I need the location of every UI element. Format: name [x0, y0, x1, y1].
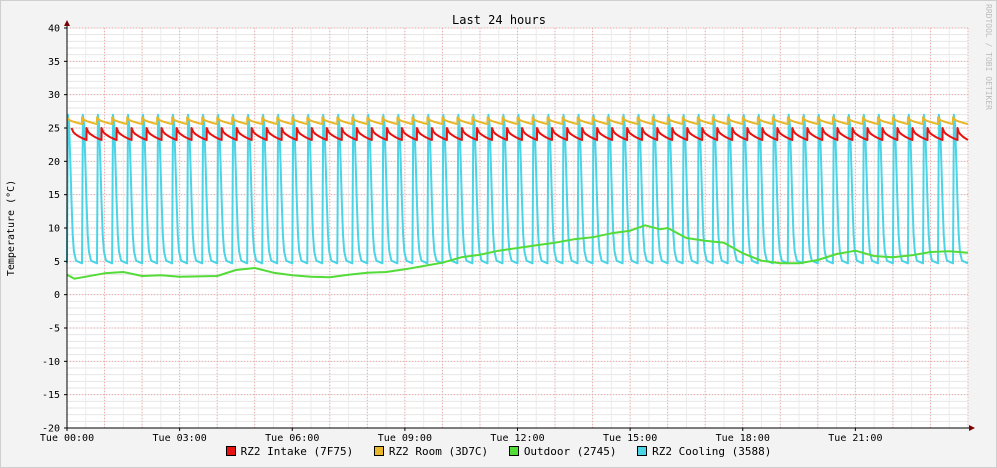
y-tick-label: 25	[48, 124, 60, 135]
legend-swatch-cooling	[637, 446, 648, 456]
legend-item-intake: RZ2 Intake (7F75)	[225, 445, 354, 458]
y-tick-label: -10	[42, 357, 60, 368]
x-tick-label: Tue 18:00	[716, 433, 770, 444]
y-tick-label: 15	[48, 190, 60, 201]
series-lines	[66, 113, 969, 280]
x-tick-label: Tue 15:00	[603, 433, 657, 444]
legend: RZ2 Intake (7F75) RZ2 Room (3D7C) Outdoo…	[0, 445, 997, 458]
y-axis-label: Temperature (°C)	[6, 180, 17, 276]
legend-item-room: RZ2 Room (3D7C)	[373, 445, 489, 458]
legend-label-room: RZ2 Room (3D7C)	[388, 445, 489, 458]
chart-title: Last 24 hours	[452, 13, 546, 27]
y-tick-label: -20	[42, 424, 60, 435]
series-line-0	[70, 127, 969, 141]
watermark: RRDTOOL / TOBI OETIKER	[984, 4, 993, 110]
legend-label-outdoor: Outdoor (2745)	[523, 445, 617, 458]
x-tick-label: Tue 06:00	[265, 433, 319, 444]
legend-item-cooling: RZ2 Cooling (3588)	[637, 445, 771, 458]
y-tick-label: 20	[48, 157, 60, 168]
x-tick-label: Tue 09:00	[378, 433, 432, 444]
y-axis-arrow	[64, 20, 70, 26]
legend-swatch-outdoor	[508, 446, 519, 456]
y-tick-label: 40	[48, 24, 60, 35]
legend-label-cooling: RZ2 Cooling (3588)	[652, 445, 772, 458]
series-line-1	[66, 116, 969, 125]
x-tick-label: Tue 00:00	[40, 433, 94, 444]
y-tick-label: 0	[54, 290, 60, 301]
y-tick-label: 10	[48, 224, 60, 235]
legend-swatch-intake	[225, 446, 236, 456]
x-tick-label: Tue 21:00	[828, 433, 882, 444]
y-tick-label: 35	[48, 57, 60, 68]
x-axis-ticks: Tue 00:00 Tue 03:00 Tue 06:00 Tue 09:00 Tue …	[40, 433, 883, 444]
y-tick-label: 5	[54, 257, 60, 268]
x-tick-label: Tue 03:00	[153, 433, 207, 444]
y-tick-label: -5	[48, 324, 60, 335]
y-tick-label: -15	[42, 390, 60, 401]
axes	[64, 20, 975, 431]
legend-label-intake: RZ2 Intake (7F75)	[240, 445, 354, 458]
y-tick-label: 30	[48, 90, 60, 101]
x-axis-arrow	[969, 425, 975, 431]
series-line-3	[66, 113, 969, 265]
legend-item-outdoor: Outdoor (2745)	[508, 445, 617, 458]
x-tick-label: Tue 12:00	[490, 433, 544, 444]
y-axis-ticks: 40 35 30 25 20 15 10 5 0 -5 -10 -15 -20	[42, 24, 60, 435]
legend-swatch-room	[373, 446, 384, 456]
series-line-2	[66, 224, 969, 280]
